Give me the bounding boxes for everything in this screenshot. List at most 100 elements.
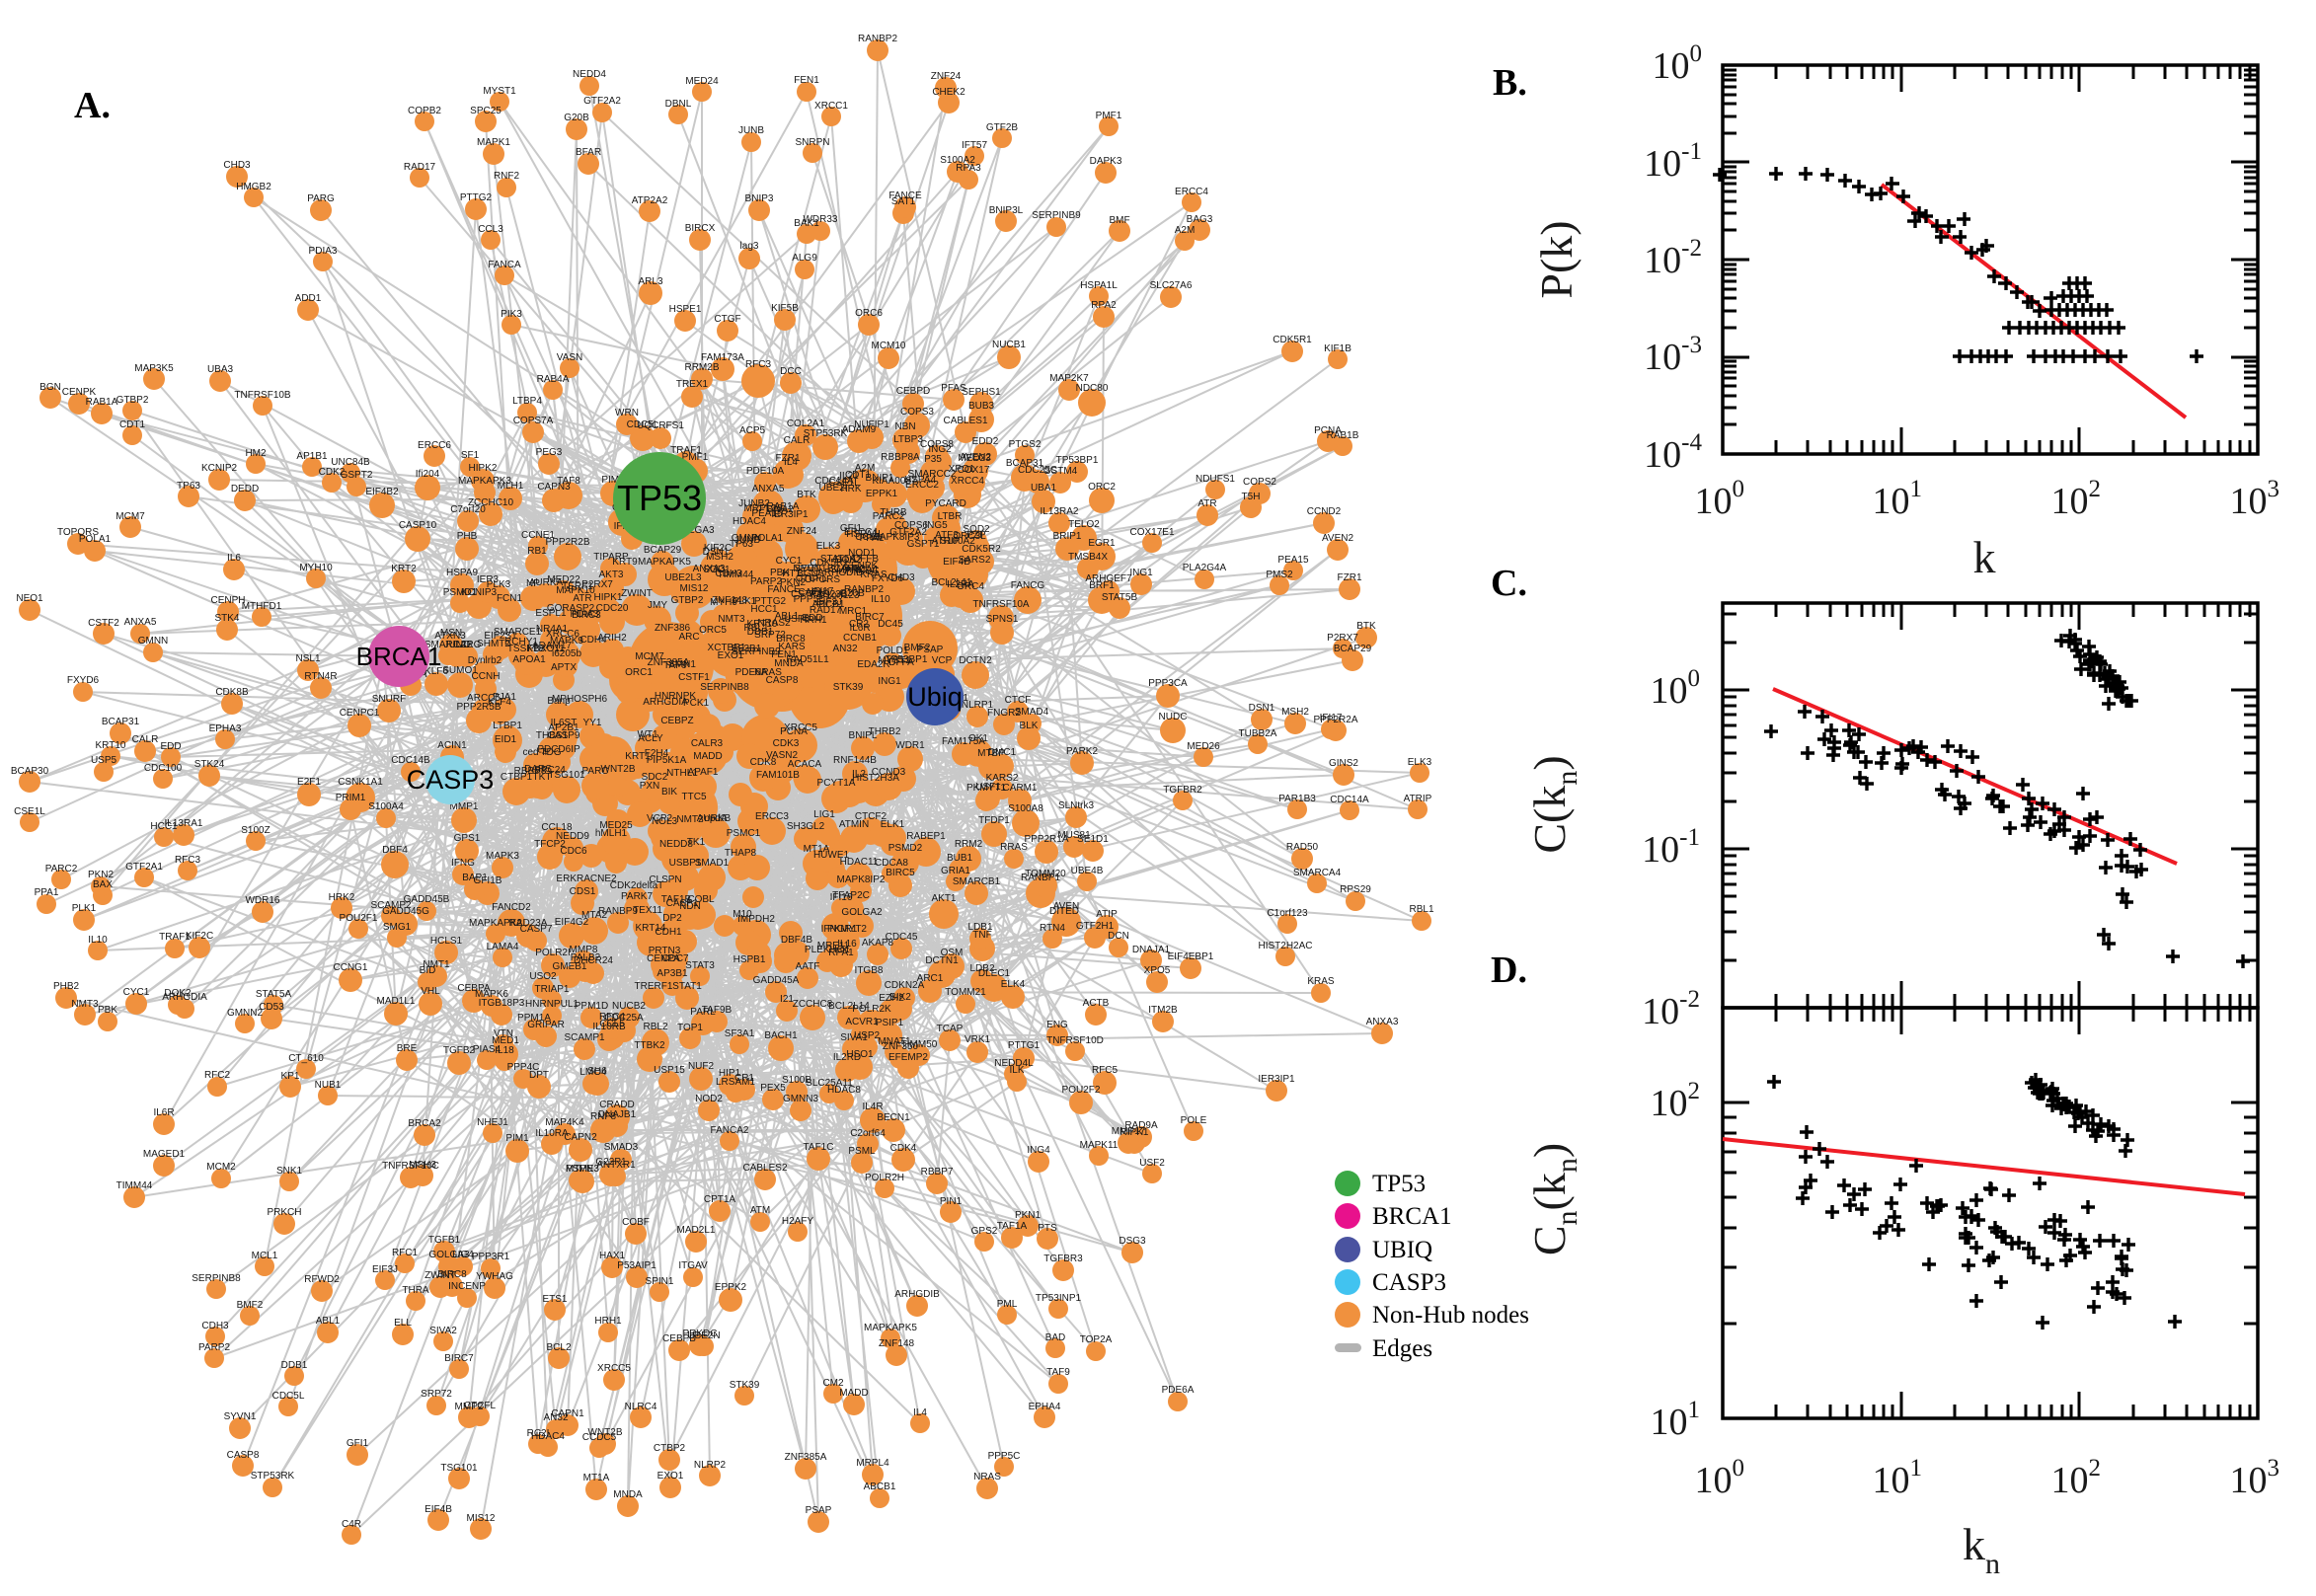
svg-text:ITGB18P3: ITGB18P3 <box>479 998 525 1009</box>
svg-text:IL10: IL10 <box>88 935 108 946</box>
svg-text:COPS2: COPS2 <box>1243 477 1276 488</box>
svg-text:KIF1B: KIF1B <box>1324 343 1351 354</box>
svg-text:MYST1: MYST1 <box>878 655 911 666</box>
svg-text:USP15: USP15 <box>654 1065 685 1076</box>
svg-text:EIF4EBP1: EIF4EBP1 <box>1168 951 1214 962</box>
svg-text:GRIA1: GRIA1 <box>941 866 970 876</box>
svg-text:RAD17: RAD17 <box>810 605 842 616</box>
svg-text:RFC1: RFC1 <box>392 1248 419 1258</box>
svg-text:AVEN2: AVEN2 <box>960 452 991 463</box>
svg-text:RRM2: RRM2 <box>955 839 983 850</box>
svg-text:PTTG1: PTTG1 <box>1008 1040 1041 1051</box>
svg-text:PIN1: PIN1 <box>940 1196 963 1207</box>
svg-text:HCC1: HCC1 <box>750 604 778 615</box>
svg-text:PTS: PTS <box>1038 1223 1057 1234</box>
svg-text:CCNG1: CCNG1 <box>333 962 367 973</box>
svg-text:STK39: STK39 <box>730 1380 760 1391</box>
svg-text:ERKRACNE2: ERKRACNE2 <box>556 874 617 884</box>
svg-text:BIRC8: BIRC8 <box>776 634 806 645</box>
svg-text:C1orf123: C1orf123 <box>818 590 860 601</box>
svg-text:ARCC5: ARCC5 <box>467 693 501 704</box>
svg-text:PIP5K1A: PIP5K1A <box>647 755 687 766</box>
svg-text:CDK8: CDK8 <box>750 757 777 768</box>
svg-text:A.: A. <box>74 85 111 126</box>
svg-text:USO2: USO2 <box>529 971 557 982</box>
svg-text:HDAC11: HDAC11 <box>840 857 879 868</box>
svg-text:RFC2: RFC2 <box>204 1070 231 1081</box>
svg-text:FAM175A: FAM175A <box>942 736 985 747</box>
svg-text:FANCG: FANCG <box>1011 580 1045 591</box>
svg-text:SPNS1: SPNS1 <box>986 614 1019 625</box>
svg-text:HCLS1: HCLS1 <box>430 936 463 947</box>
svg-text:NEDD9: NEDD9 <box>556 831 589 842</box>
svg-text:RPS29: RPS29 <box>1340 884 1371 895</box>
svg-text:MCM10: MCM10 <box>871 341 905 351</box>
svg-text:HSPB1: HSPB1 <box>733 954 766 965</box>
svg-text:WNT2B: WNT2B <box>601 764 636 775</box>
svg-text:BRCA1: BRCA1 <box>1372 1203 1452 1230</box>
svg-text:PML: PML <box>997 1299 1018 1310</box>
svg-text:ORC1: ORC1 <box>625 667 653 678</box>
svg-text:RPA1: RPA1 <box>828 948 854 958</box>
svg-text:IL2RG: IL2RG <box>453 640 482 650</box>
svg-text:VASN2: VASN2 <box>766 750 798 761</box>
svg-text:MIS12: MIS12 <box>467 1513 496 1524</box>
svg-text:MED26: MED26 <box>1187 741 1220 752</box>
svg-text:ZWINT: ZWINT <box>425 1270 456 1281</box>
svg-text:TP63: TP63 <box>177 481 200 492</box>
svg-text:CDC6: CDC6 <box>560 846 587 857</box>
svg-text:CSNK1A1: CSNK1A1 <box>338 777 383 788</box>
svg-text:ZCCHC8: ZCCHC8 <box>793 999 833 1010</box>
svg-text:RAD17: RAD17 <box>404 162 436 173</box>
svg-text:MRPL36: MRPL36 <box>744 503 783 514</box>
svg-text:F2H4: F2H4 <box>645 748 669 759</box>
svg-text:HUWE1: HUWE1 <box>813 850 850 861</box>
svg-text:TAF1C: TAF1C <box>804 1142 834 1153</box>
svg-text:TTBK2: TTBK2 <box>634 1040 665 1051</box>
svg-text:STAT3: STAT3 <box>685 960 715 971</box>
svg-text:B.: B. <box>1493 62 1527 104</box>
svg-text:CEBPA: CEBPA <box>457 983 490 994</box>
svg-text:SLC25A11: SLC25A11 <box>806 1078 853 1089</box>
svg-text:RFC4: RFC4 <box>599 1012 626 1023</box>
svg-text:PDE10A: PDE10A <box>746 466 785 477</box>
svg-text:JMY: JMY <box>648 600 667 611</box>
svg-text:CDK2deltaT: CDK2deltaT <box>610 880 663 891</box>
svg-text:RANBP2: RANBP2 <box>844 584 884 595</box>
svg-text:HTT: HTT <box>782 569 801 579</box>
svg-text:BIRC7: BIRC7 <box>855 612 885 623</box>
svg-text:YY1: YY1 <box>583 718 602 728</box>
svg-text:PPP3R1: PPP3R1 <box>472 1252 510 1262</box>
svg-text:COL2A1: COL2A1 <box>787 418 825 429</box>
svg-text:NEO1: NEO1 <box>16 593 43 604</box>
svg-text:USBP1: USBP1 <box>669 858 702 869</box>
svg-text:MTHFD1: MTHFD1 <box>242 601 282 612</box>
svg-text:HRH1: HRH1 <box>594 1316 622 1327</box>
svg-text:ITGAV: ITGAV <box>678 1260 708 1271</box>
svg-text:ERCC2: ERCC2 <box>905 480 939 491</box>
svg-text:TREX1: TREX1 <box>676 379 709 390</box>
svg-text:AURKB: AURKB <box>697 813 732 824</box>
svg-text:GTBP2: GTBP2 <box>671 595 704 606</box>
svg-text:EXO1: EXO1 <box>657 1471 684 1482</box>
svg-text:HSPA1L: HSPA1L <box>846 529 884 540</box>
svg-text:GMNN: GMNN <box>138 636 169 646</box>
svg-text:UBA1: UBA1 <box>1031 483 1057 494</box>
svg-text:PALB2: PALB2 <box>571 952 601 963</box>
svg-text:C.: C. <box>1491 563 1527 604</box>
svg-text:ARC: ARC <box>678 632 699 643</box>
svg-text:ARIH2: ARIH2 <box>597 633 627 644</box>
svg-text:MAPK6: MAPK6 <box>475 989 508 1000</box>
svg-text:JUNB: JUNB <box>734 535 760 546</box>
svg-text:KP1: KP1 <box>281 1071 300 1082</box>
svg-text:TIMM44: TIMM44 <box>718 570 754 580</box>
svg-text:DBF4B: DBF4B <box>781 935 813 946</box>
svg-text:BCL2L11: BCL2L11 <box>932 577 972 588</box>
svg-text:ITM2B: ITM2B <box>1148 1005 1178 1016</box>
svg-text:STK4: STK4 <box>214 613 239 624</box>
svg-text:FANCE: FANCE <box>767 584 801 595</box>
svg-text:GTF2H1: GTF2H1 <box>1076 921 1115 932</box>
svg-text:IFNG: IFNG <box>451 858 475 869</box>
svg-text:BAK1: BAK1 <box>794 218 819 229</box>
svg-text:M10: M10 <box>733 909 752 920</box>
